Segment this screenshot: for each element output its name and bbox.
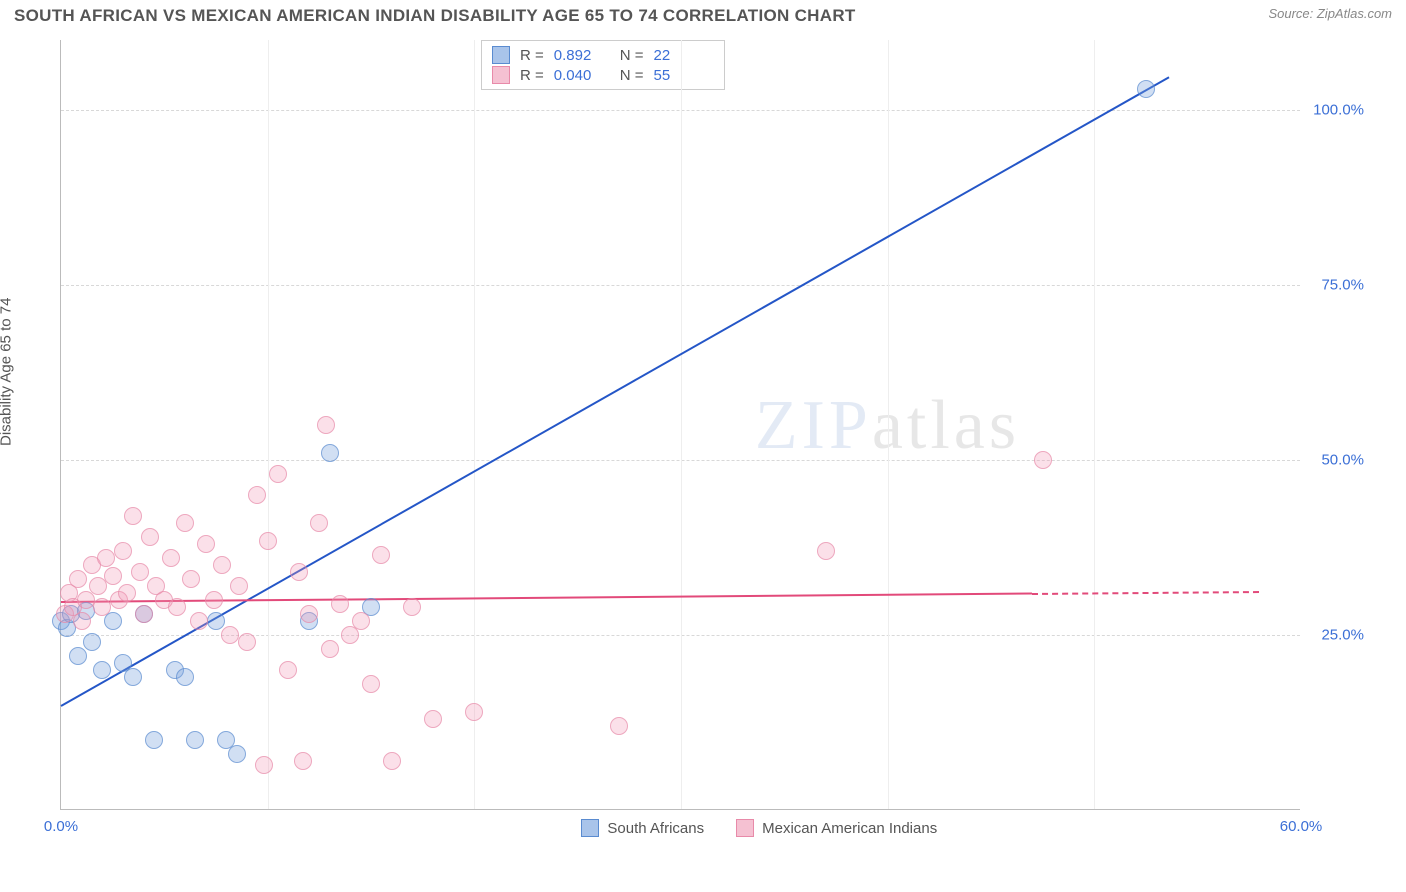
legend-item: South Africans bbox=[581, 819, 704, 837]
data-point bbox=[131, 563, 149, 581]
legend-label: Mexican American Indians bbox=[762, 820, 937, 837]
data-point bbox=[186, 731, 204, 749]
data-point bbox=[1137, 80, 1155, 98]
data-point bbox=[424, 710, 442, 728]
x-tick-label: 60.0% bbox=[1280, 818, 1323, 835]
data-point bbox=[145, 731, 163, 749]
data-point bbox=[317, 416, 335, 434]
data-point bbox=[238, 633, 256, 651]
data-point bbox=[321, 444, 339, 462]
data-point bbox=[1034, 451, 1052, 469]
data-point bbox=[817, 542, 835, 560]
data-point bbox=[77, 591, 95, 609]
data-point bbox=[610, 717, 628, 735]
data-point bbox=[207, 612, 225, 630]
stats-row-series1: R = 0.892 N = 22 bbox=[492, 45, 710, 65]
data-point bbox=[93, 598, 111, 616]
swatch-series2 bbox=[492, 66, 510, 84]
data-point bbox=[182, 570, 200, 588]
data-point bbox=[255, 756, 273, 774]
y-axis-label: Disability Age 65 to 74 bbox=[0, 298, 15, 446]
data-point bbox=[176, 514, 194, 532]
correlation-stats-box: R = 0.892 N = 22 R = 0.040 N = 55 bbox=[481, 40, 725, 90]
y-tick-label: 25.0% bbox=[1321, 627, 1364, 644]
data-point bbox=[213, 556, 231, 574]
data-point bbox=[141, 528, 159, 546]
swatch-series1 bbox=[492, 46, 510, 64]
source-attribution: Source: ZipAtlas.com bbox=[1268, 6, 1392, 21]
legend-item: Mexican American Indians bbox=[736, 819, 937, 837]
watermark-zip: ZIP bbox=[755, 387, 872, 464]
y-tick-label: 50.0% bbox=[1321, 452, 1364, 469]
data-point bbox=[69, 647, 87, 665]
data-point bbox=[69, 570, 87, 588]
data-point bbox=[321, 640, 339, 658]
x-tick-label: 0.0% bbox=[44, 818, 78, 835]
data-point bbox=[118, 584, 136, 602]
legend-label: South Africans bbox=[607, 820, 704, 837]
y-tick-label: 75.0% bbox=[1321, 277, 1364, 294]
data-point bbox=[248, 486, 266, 504]
chart-title: SOUTH AFRICAN VS MEXICAN AMERICAN INDIAN… bbox=[14, 6, 856, 26]
data-point bbox=[362, 675, 380, 693]
data-point bbox=[162, 549, 180, 567]
data-point bbox=[114, 542, 132, 560]
data-point bbox=[190, 612, 208, 630]
data-point bbox=[104, 567, 122, 585]
data-point bbox=[176, 668, 194, 686]
data-point bbox=[197, 535, 215, 553]
gridline-vertical bbox=[268, 40, 269, 809]
data-point bbox=[73, 612, 91, 630]
n-label: N = bbox=[620, 67, 644, 84]
data-point bbox=[259, 532, 277, 550]
gridline-vertical bbox=[474, 40, 475, 809]
data-point bbox=[168, 598, 186, 616]
data-point bbox=[230, 577, 248, 595]
data-point bbox=[83, 633, 101, 651]
data-point bbox=[331, 595, 349, 613]
r-label: R = bbox=[520, 47, 544, 64]
data-point bbox=[135, 605, 153, 623]
data-point bbox=[465, 703, 483, 721]
data-point bbox=[124, 668, 142, 686]
data-point bbox=[93, 661, 111, 679]
stats-row-series2: R = 0.040 N = 55 bbox=[492, 65, 710, 85]
chart-container: ZIPatlas R = 0.892 N = 22 R = 0.040 N = … bbox=[30, 40, 1300, 830]
plot-area: ZIPatlas R = 0.892 N = 22 R = 0.040 N = … bbox=[60, 40, 1300, 810]
gridline-vertical bbox=[1094, 40, 1095, 809]
data-point bbox=[300, 605, 318, 623]
trend-line bbox=[1032, 591, 1259, 595]
data-point bbox=[294, 752, 312, 770]
gridline-vertical bbox=[681, 40, 682, 809]
gridline-vertical bbox=[888, 40, 889, 809]
data-point bbox=[310, 514, 328, 532]
data-point bbox=[383, 752, 401, 770]
data-point bbox=[352, 612, 370, 630]
data-point bbox=[228, 745, 246, 763]
data-point bbox=[269, 465, 287, 483]
data-point bbox=[372, 546, 390, 564]
y-tick-label: 100.0% bbox=[1313, 102, 1364, 119]
legend-swatch bbox=[581, 819, 599, 837]
data-point bbox=[205, 591, 223, 609]
data-point bbox=[279, 661, 297, 679]
r-label: R = bbox=[520, 67, 544, 84]
r-value-series1: 0.892 bbox=[554, 47, 610, 64]
data-point bbox=[97, 549, 115, 567]
trend-line bbox=[61, 77, 1170, 707]
data-point bbox=[124, 507, 142, 525]
r-value-series2: 0.040 bbox=[554, 67, 610, 84]
data-point bbox=[403, 598, 421, 616]
data-point bbox=[221, 626, 239, 644]
n-label: N = bbox=[620, 47, 644, 64]
data-point bbox=[290, 563, 308, 581]
legend-swatch bbox=[736, 819, 754, 837]
legend: South Africans Mexican American Indians bbox=[581, 819, 937, 837]
watermark-atlas: atlas bbox=[872, 387, 1020, 464]
